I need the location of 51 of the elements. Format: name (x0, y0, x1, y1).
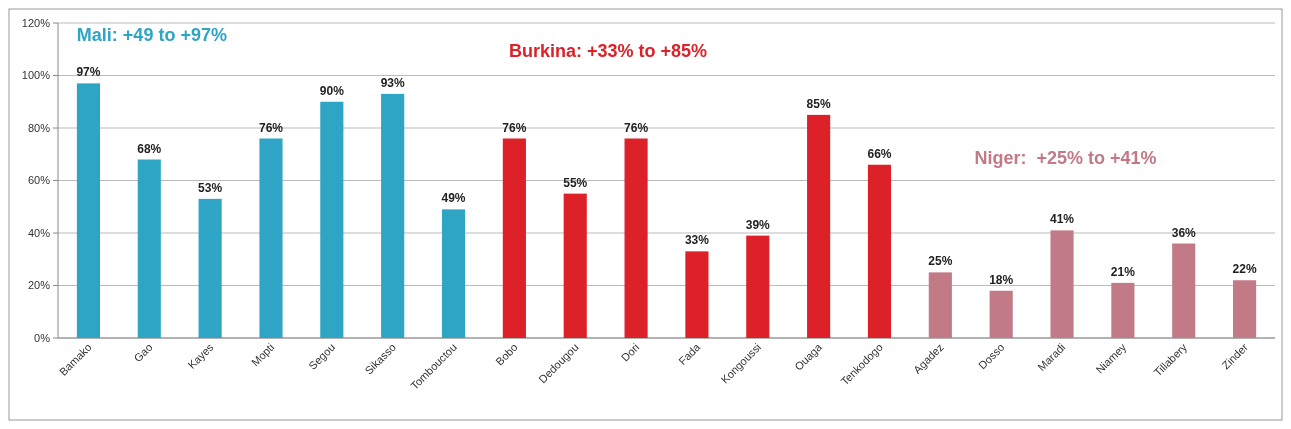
bar (381, 93, 405, 338)
bar (624, 138, 648, 338)
bar (807, 114, 831, 338)
data-label: 53% (198, 180, 223, 195)
x-tick-label: Gao (131, 340, 155, 365)
data-label: 21% (1110, 264, 1136, 279)
data-label: 25% (928, 254, 953, 269)
data-label: 85% (806, 96, 831, 111)
data-label: 55% (563, 175, 588, 190)
bar (1111, 282, 1135, 338)
bar (259, 138, 283, 338)
annotation: Niger: +25% to +41% (974, 148, 1157, 169)
y-tick-label: 60% (27, 174, 51, 187)
data-label: 49% (441, 191, 466, 206)
y-tick-label: 100% (21, 69, 51, 82)
bar (441, 209, 466, 338)
data-label: 68% (137, 141, 162, 156)
bar (928, 272, 952, 338)
data-label: 66% (867, 146, 892, 161)
y-tick-label: 0% (34, 331, 51, 344)
bar (320, 101, 344, 338)
bar (563, 193, 587, 338)
y-tick-label: 120% (21, 16, 51, 29)
bar (502, 138, 526, 338)
data-label: 18% (989, 272, 1014, 287)
y-tick-label: 40% (27, 226, 51, 239)
data-label: 33% (684, 233, 710, 248)
bar (1172, 243, 1196, 338)
annotation: Mali: +49 to +97% (76, 25, 227, 46)
y-tick-label: 20% (27, 279, 51, 292)
y-tick-label: 80% (27, 121, 51, 134)
data-label: 76% (502, 120, 527, 135)
data-label: 97% (76, 65, 101, 80)
data-label: 76% (258, 120, 284, 135)
bar (198, 198, 222, 338)
bar (1233, 280, 1257, 338)
data-label: 22% (1232, 262, 1257, 277)
bar (1050, 230, 1074, 338)
bar (746, 235, 770, 338)
data-label: 41% (1050, 212, 1075, 227)
bar (76, 83, 100, 338)
data-label: 39% (745, 217, 771, 232)
bar (867, 164, 892, 338)
annotation: Burkina: +33% to +85% (508, 41, 707, 62)
data-label: 93% (380, 75, 406, 90)
bar (137, 159, 161, 338)
data-label: 36% (1171, 225, 1197, 240)
bar (989, 290, 1013, 338)
data-label: 76% (624, 120, 649, 135)
data-label: 90% (319, 83, 345, 98)
bar (685, 251, 709, 338)
